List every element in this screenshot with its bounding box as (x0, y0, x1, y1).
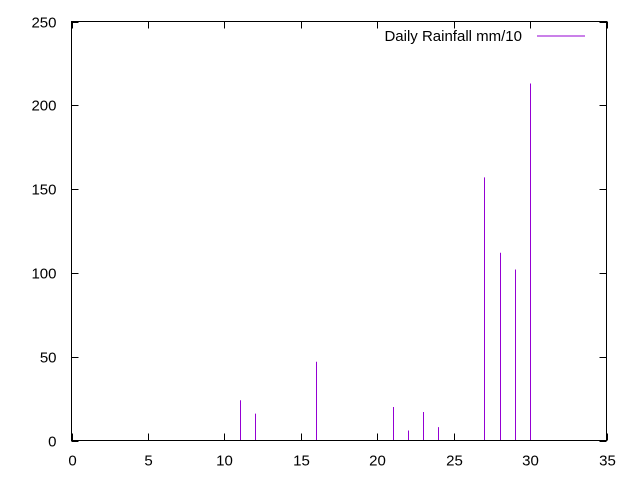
y-tick-label: 0 (48, 434, 56, 451)
x-tick-label: 20 (369, 453, 386, 470)
x-tick-label: 35 (599, 453, 616, 470)
x-tick-label: 15 (293, 453, 310, 470)
x-tick-label: 25 (446, 453, 463, 470)
y-tick-label: 200 (31, 98, 56, 115)
legend: Daily Rainfall mm/10 (384, 28, 585, 45)
plot-frame (71, 21, 607, 441)
x-tick-label: 10 (216, 453, 233, 470)
x-tick-label: 0 (68, 453, 76, 470)
bars-layer (240, 83, 531, 441)
x-tick-label: 5 (144, 453, 152, 470)
y-tick-label: 250 (31, 15, 56, 32)
x-tick-label: 30 (522, 453, 539, 470)
y-tick-label: 150 (31, 182, 56, 199)
y-tick-label: 50 (40, 350, 57, 367)
y-tick-label: 100 (31, 266, 56, 283)
legend-label: Daily Rainfall mm/10 (384, 28, 522, 45)
ticks-layer: 0 5 10 15 20 25 30 35 0 50 100 150 200 250 (31, 15, 615, 470)
